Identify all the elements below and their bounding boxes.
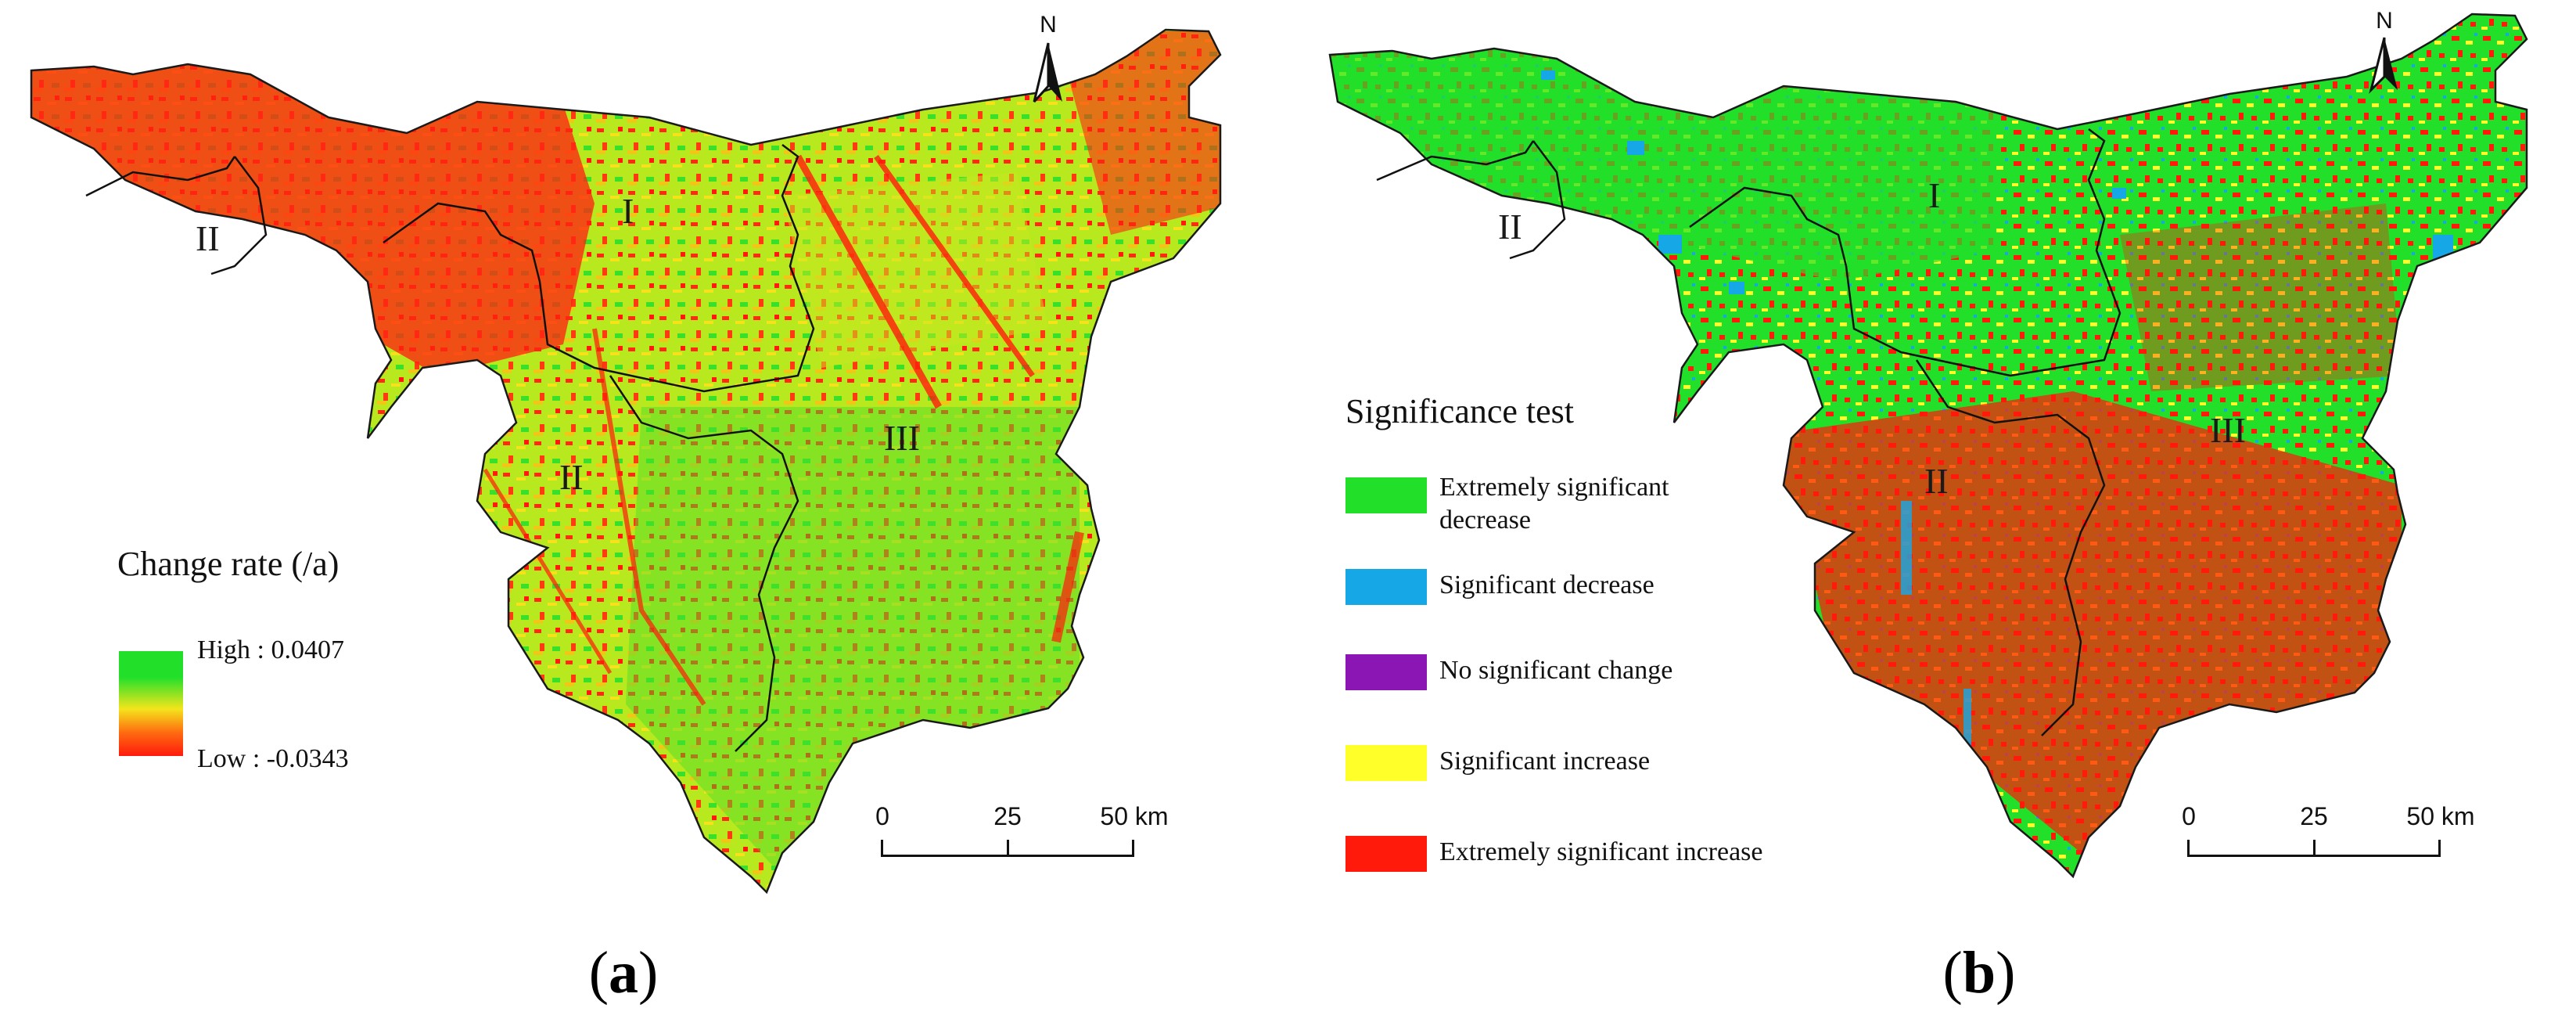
scale-bar: 0 25 50 km <box>868 802 1169 865</box>
north-arrow: N <box>2362 8 2406 94</box>
scale-bar: 0 25 50 km <box>2175 802 2475 865</box>
legend-swatch-significant-increase <box>1345 745 1427 781</box>
caption-b: (b) <box>1942 940 2016 1006</box>
legend-swatch-extremely-significant-decrease <box>1345 477 1427 513</box>
scale-label-0: 0 <box>875 802 889 830</box>
region-label-ii-north: II <box>1498 207 1522 247</box>
region-label-iii: III <box>884 418 920 458</box>
region-label-ii-north: II <box>196 218 220 258</box>
scale-label-0: 0 <box>2182 802 2196 830</box>
legend-label-no-significant-change: No significant change <box>1439 656 1673 685</box>
change-rate-map: I II II III <box>30 28 1222 894</box>
legend-label-extremely-significant-increase: Extremely significant increase <box>1439 837 1763 866</box>
region-label-i: I <box>622 191 634 231</box>
panel-b-significance-map: I II II III N Significance test Extremel… <box>1291 0 2576 1006</box>
panel-a-change-rate-map: I II II III N Change rate (/a) High : 0.… <box>0 0 1252 1006</box>
legend-swatch-extremely-significant-increase <box>1345 836 1427 872</box>
legend-label-significant-decrease: Significant decrease <box>1439 571 1654 599</box>
region-label-ii: II <box>559 457 584 497</box>
scale-label-50: 50 km <box>2406 802 2475 830</box>
scale-label-25: 25 <box>2300 802 2328 830</box>
significance-test-map: I II II III <box>1328 13 2528 878</box>
north-label: N <box>1040 12 1057 38</box>
legend-swatch-significant-decrease <box>1345 569 1427 605</box>
legend-swatch-no-significant-change <box>1345 654 1427 690</box>
caption-a: (a) <box>588 940 659 1006</box>
north-arrow-icon <box>2369 37 2398 94</box>
scale-label-25: 25 <box>993 802 1022 830</box>
scale-label-50: 50 km <box>1100 802 1169 830</box>
significance-legend-title: Significance test <box>1345 392 1575 430</box>
legend-low-label: Low : -0.0343 <box>197 744 349 773</box>
region-label-i: I <box>1928 175 1940 215</box>
north-label: N <box>2376 8 2393 34</box>
legend-label-extremely-significant-decrease: Extremely significant decrease <box>1439 473 1669 535</box>
change-rate-gradient-bar <box>119 651 183 756</box>
legend-label-significant-increase: Significant increase <box>1439 747 1651 776</box>
region-label-iii: III <box>2210 410 2246 450</box>
legend-high-label: High : 0.0407 <box>197 635 344 664</box>
change-rate-legend-title: Change rate (/a) <box>117 545 340 583</box>
region-label-ii: II <box>1924 461 1949 501</box>
north-arrow-icon <box>1033 42 1062 103</box>
north-arrow: N <box>1025 12 1072 106</box>
